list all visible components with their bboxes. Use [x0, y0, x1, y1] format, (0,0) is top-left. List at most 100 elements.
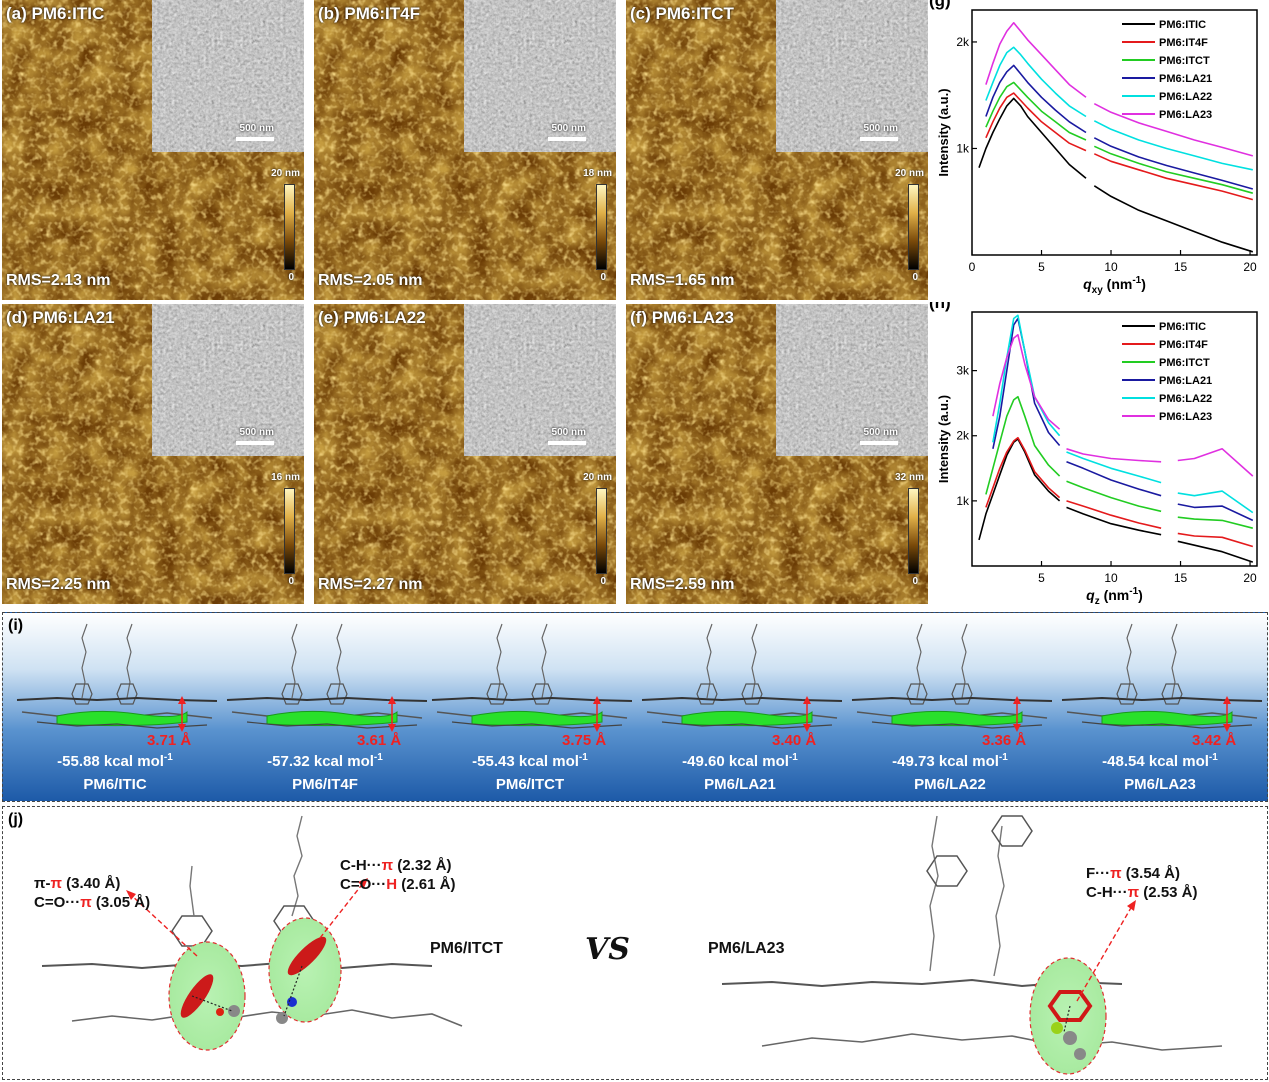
colorbar-min-label: 0 — [600, 272, 606, 283]
series-line — [1177, 516, 1253, 529]
middle-interaction-annotation: C-H···π (2.32 Å) C=O···H (2.61 Å) — [340, 857, 456, 893]
y-tick-label: 1k — [956, 494, 970, 508]
dimer-structure — [226, 623, 428, 732]
scale-bar-label: 500 nm — [863, 123, 898, 134]
dimer-structure — [431, 623, 633, 732]
chart-panel-label: (g) — [929, 0, 951, 10]
legend-entry: PM6:LA21 — [1159, 375, 1212, 387]
colorbar-min-label: 0 — [912, 272, 918, 283]
rms-roughness-label: RMS=2.59 nm — [630, 576, 735, 593]
left-complex-title: PM6/ITCT — [430, 940, 503, 957]
height-colorbar — [908, 488, 919, 574]
afm-panel: (e) PM6:LA22 500 nm 20 nm 0 RMS=2.27 nm — [314, 304, 616, 604]
chart-panel-label: (h) — [929, 302, 951, 312]
rms-roughness-label: RMS=2.25 nm — [6, 576, 111, 593]
legend-entry: PM6:LA23 — [1159, 411, 1212, 423]
series-line — [1093, 145, 1254, 194]
y-tick-label: 3k — [956, 364, 970, 378]
height-colorbar — [908, 184, 919, 270]
afm-panel-label: (d) PM6:LA21 — [6, 308, 115, 327]
plot-frame — [971, 9, 1258, 256]
x-axis-label: qz (nm-1) — [1086, 586, 1143, 604]
series-line — [1066, 451, 1162, 484]
afm-panel-label: (e) PM6:LA22 — [318, 308, 426, 327]
stacking-distance-label: 3.42 Å — [1192, 732, 1237, 749]
panel-i-box — [2, 612, 1268, 802]
tem-inset-image — [464, 304, 616, 456]
colorbar-max-label: 32 nm — [895, 472, 924, 483]
rms-roughness-label: RMS=2.05 nm — [318, 272, 423, 289]
scale-bar-label: 500 nm — [551, 427, 586, 438]
colorbar-min-label: 0 — [288, 576, 294, 587]
dimer-structure — [1061, 623, 1263, 732]
pm6-la23-structure — [721, 815, 1223, 1075]
legend-entry: PM6:LA22 — [1159, 91, 1212, 103]
height-colorbar — [596, 488, 607, 574]
x-tick-label: 5 — [1038, 260, 1045, 274]
x-tick-label: 0 — [969, 260, 976, 274]
binding-energy-label: -49.60 kcal mol-1 — [682, 752, 798, 770]
series-line — [985, 64, 1087, 134]
rms-roughness-label: RMS=2.13 nm — [6, 272, 111, 289]
legend-entry: PM6:ITIC — [1159, 19, 1206, 31]
giwaxs-in-plane-chart: (g) 0 5 10 15 20 1k 2k Intensity (a.u.) qxy (nm-1… — [929, 0, 1258, 296]
stacking-distance-label: 3.36 Å — [982, 732, 1027, 749]
tem-inset-image — [152, 304, 304, 456]
afm-panel: (f) PM6:LA23 500 nm 32 nm 0 RMS=2.59 nm — [626, 304, 928, 604]
y-axis-label: Intensity (a.u.) — [936, 395, 951, 483]
tem-inset-image — [776, 304, 928, 456]
left-interaction-annotation: π-π (3.40 Å) C=O···π (3.05 Å) — [34, 875, 151, 911]
series-line — [1093, 102, 1254, 157]
stacking-distance-label: 3.40 Å — [772, 732, 817, 749]
afm-panel-label: (a) PM6:ITIC — [6, 4, 105, 23]
series-line — [1093, 185, 1254, 253]
scale-bar-label: 500 nm — [551, 123, 586, 134]
colorbar-max-label: 16 nm — [271, 472, 300, 483]
dimer-structure — [851, 623, 1053, 732]
tem-inset-image — [464, 0, 616, 152]
colorbar-max-label: 20 nm — [271, 168, 300, 179]
series-line — [1066, 448, 1162, 463]
giwaxs-out-of-plane-chart: (h) 5 10 15 20 1k 2k 3k Intensity (a.u.) qz (nm-1… — [929, 302, 1258, 604]
tem-inset-image — [152, 0, 304, 152]
x-tick-label: 15 — [1174, 571, 1188, 585]
scale-bar — [860, 441, 898, 445]
binding-energy-label: -49.73 kcal mol-1 — [892, 752, 1008, 770]
colorbar-max-label: 20 nm — [583, 472, 612, 483]
legend-entry: PM6:IT4F — [1159, 37, 1208, 49]
afm-panel: (a) PM6:ITIC 500 nm 20 nm 0 RMS=2.13 nm — [2, 0, 304, 300]
x-tick-label: 20 — [1243, 571, 1257, 585]
panel-i-structures — [16, 623, 1263, 732]
scale-bar — [860, 137, 898, 141]
plot-frame — [971, 311, 1258, 567]
scale-bar-label: 500 nm — [239, 123, 274, 134]
series-line — [985, 46, 1087, 118]
series-line — [1066, 461, 1162, 497]
binding-energy-label: -57.32 kcal mol-1 — [267, 752, 383, 770]
series-line — [992, 314, 1061, 443]
tem-inset-image — [776, 0, 928, 152]
dimer-structure — [641, 623, 843, 732]
scale-bar — [548, 137, 586, 141]
afm-panel: (c) PM6:ITCT 500 nm 20 nm 0 RMS=1.65 nm — [626, 0, 928, 300]
y-tick-label: 2k — [956, 35, 970, 49]
series-line — [1066, 506, 1162, 536]
legend-entry: PM6:IT4F — [1159, 339, 1208, 351]
complex-name-label: PM6/ITIC — [83, 776, 147, 793]
legend-entry: PM6:LA23 — [1159, 109, 1212, 121]
series-line — [1177, 490, 1254, 514]
y-tick-label: 1k — [956, 141, 970, 155]
binding-energy-label: -48.54 kcal mol-1 — [1102, 752, 1218, 770]
series-line — [985, 436, 1061, 508]
height-colorbar — [596, 184, 607, 270]
series-line — [992, 333, 1061, 430]
panel-j-label: (j) — [8, 811, 24, 828]
rms-roughness-label: RMS=2.27 nm — [318, 576, 423, 593]
x-tick-label: 10 — [1104, 571, 1118, 585]
versus-label: VS — [585, 932, 630, 967]
series-line — [1093, 137, 1254, 190]
series-line — [978, 97, 1087, 179]
dimer-structure — [16, 623, 218, 732]
series-line — [1066, 480, 1162, 513]
afm-panel-label: (b) PM6:IT4F — [318, 4, 420, 23]
